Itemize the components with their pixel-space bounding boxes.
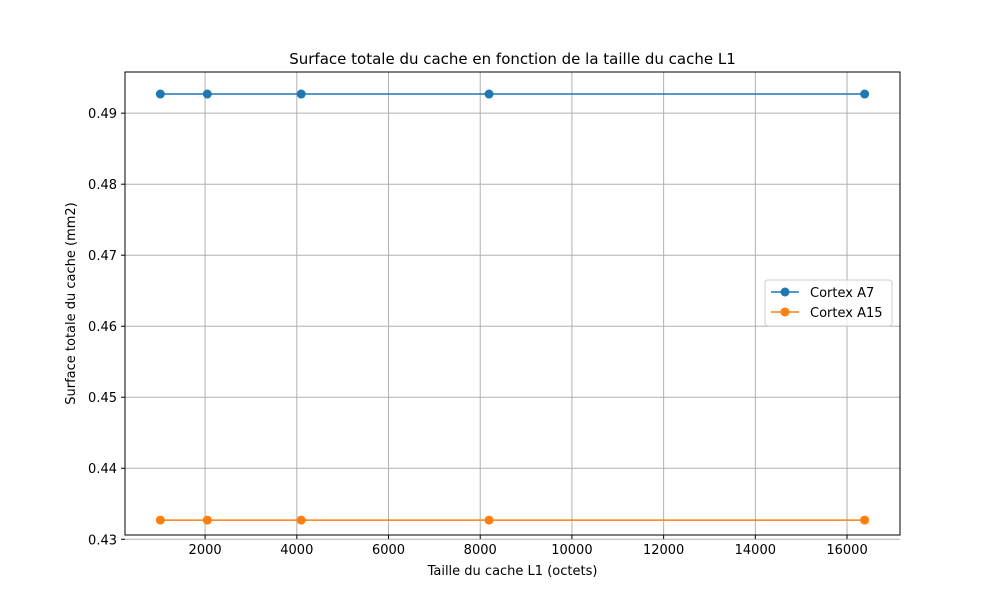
y-axis-label: Surface totale du cache (mm2) — [64, 202, 79, 405]
y-tick-label: 0.46 — [88, 320, 117, 335]
data-point — [155, 515, 165, 525]
legend-marker — [780, 287, 790, 297]
chart-title: Surface totale du cache en fonction de l… — [289, 50, 736, 68]
legend-items: Cortex A7 Cortex A15 — [771, 286, 883, 321]
x-tick-label: 12000 — [643, 543, 684, 558]
y-tick-label: 0.47 — [88, 249, 117, 264]
data-point — [202, 89, 212, 99]
series-layer — [155, 89, 870, 525]
y-tick-label: 0.48 — [88, 178, 117, 193]
x-tick-label: 14000 — [735, 543, 776, 558]
x-tick-label: 8000 — [464, 543, 497, 558]
x-tick-label: 4000 — [280, 543, 313, 558]
plot-frame — [124, 71, 901, 536]
data-point — [484, 89, 494, 99]
data-point — [860, 89, 870, 99]
legend-label: Cortex A7 — [810, 286, 874, 301]
legend: Cortex A7 Cortex A15 — [764, 279, 893, 327]
y-tick-label: 0.44 — [88, 462, 117, 477]
ticks: 2000 4000 6000 8000 10000 12000 14000 16000 0.43… — [88, 107, 868, 558]
data-point — [484, 515, 494, 525]
legend-marker — [780, 307, 790, 317]
data-point — [296, 89, 306, 99]
data-point — [296, 515, 306, 525]
y-tick-label: 0.49 — [88, 107, 117, 122]
data-point — [860, 515, 870, 525]
y-tick-label: 0.45 — [88, 391, 117, 406]
x-tick-label: 6000 — [372, 543, 405, 558]
x-tick-label: 10000 — [551, 543, 592, 558]
x-tick-label: 16000 — [826, 543, 867, 558]
legend-label: Cortex A15 — [810, 306, 883, 321]
x-axis-label: Taille du cache L1 (octets) — [427, 564, 598, 579]
y-tick-label: 0.43 — [88, 533, 117, 548]
data-point — [202, 515, 212, 525]
data-point — [155, 89, 165, 99]
x-tick-label: 2000 — [189, 543, 222, 558]
